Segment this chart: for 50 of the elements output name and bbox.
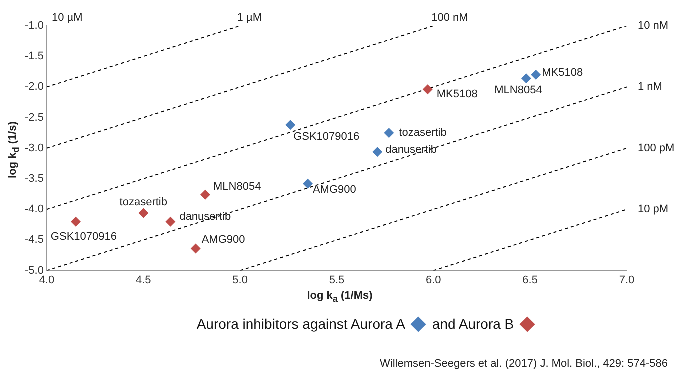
point (200, 190, 210, 200)
point (190, 244, 201, 254)
y-tick-label: -4.5 (24, 234, 44, 246)
y-tick-label: -4.0 (24, 204, 44, 216)
point (302, 178, 313, 189)
point (138, 208, 149, 218)
annotation: tozasertib (399, 127, 447, 140)
annotation: tozasertib (120, 196, 168, 208)
y-tick-label: -3.0 (24, 142, 44, 154)
x-tick-label: 7.0 (619, 274, 635, 286)
annotation: MK5108 (436, 88, 478, 101)
point (286, 120, 296, 130)
annotation: MLN8054 (214, 180, 262, 193)
y-tick-label: -5.0 (24, 264, 44, 277)
annotation: 10 pM (638, 204, 669, 216)
legend-label: Aurora inhibitors against Aurora A (196, 316, 406, 332)
x-tick-label: 5.0 (232, 274, 248, 286)
annotation: 100 pM (638, 142, 675, 154)
point (422, 84, 433, 95)
x-tick-label: 6.0 (426, 274, 442, 286)
annotation: AMG900 (202, 234, 246, 246)
annotation: 1 nM (638, 81, 662, 94)
annotation: MLN8054 (494, 84, 542, 97)
x-axis-title: log k$_{a}$ (1/Ms) (307, 290, 373, 304)
annotation: 1 µM (237, 12, 262, 24)
point (372, 147, 383, 158)
point (531, 70, 542, 80)
annotation: MK5108 (542, 66, 584, 79)
annotation: GSK1070916 (50, 230, 117, 243)
y-tick-label: -2.0 (24, 81, 44, 94)
y-tick-label: -1.5 (24, 50, 44, 63)
text: 10 µM (52, 12, 83, 24)
y-tick-label: -2.5 (24, 112, 44, 124)
annotation: AMG900 (312, 184, 356, 196)
text: Willemsen-Seegers et al. (2017) J. Mol. Biol., 429: 574-586 (380, 358, 668, 370)
annotation: 100 nM (432, 12, 468, 24)
point (166, 216, 176, 227)
annotation: 10 nM (638, 20, 669, 32)
point (384, 128, 394, 138)
x-tick-label: 4.0 (39, 274, 55, 286)
legend-label: and Aurora B (432, 316, 514, 332)
annotation: danusertib (180, 210, 232, 223)
y-tick-label: -1.0 (24, 20, 44, 32)
y-tick-label: -3.5 (24, 173, 44, 186)
x-tick-label: 5.5 (329, 274, 345, 286)
x-tick-label: 4.5 (136, 274, 152, 286)
x-tick-label: 6.5 (522, 274, 538, 286)
point (521, 74, 532, 84)
annotation: GSK1079016 (294, 131, 360, 144)
point (70, 216, 81, 227)
